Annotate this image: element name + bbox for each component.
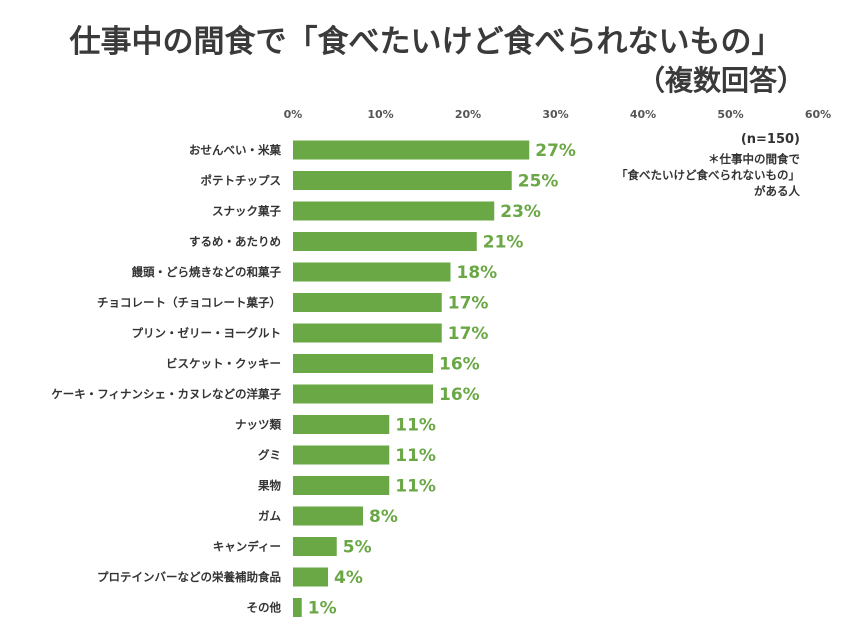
category-label: スナック菓子 (212, 204, 281, 218)
value-label: 1% (308, 599, 337, 619)
x-tick-label: 10% (367, 108, 393, 121)
category-labels: おせんべい・米菓ポテトチップススナック菓子するめ・あたりめ饅頭・どら焼きなどの和… (51, 143, 281, 615)
category-label: その他 (247, 601, 282, 615)
category-label: おせんべい・米菓 (189, 143, 281, 157)
category-label: 果物 (257, 479, 281, 493)
value-label: 5% (343, 538, 372, 558)
bar (293, 445, 390, 465)
bar (293, 323, 442, 343)
x-tick-label: 60% (805, 108, 831, 121)
value-label: 4% (334, 568, 363, 588)
x-tick-label: 20% (455, 108, 481, 121)
annotation-line: がある人 (754, 184, 800, 198)
bar (293, 506, 363, 526)
value-label: 21% (483, 233, 524, 253)
bar (293, 537, 337, 556)
bar (293, 384, 433, 404)
sample-size: (n=150) (741, 132, 800, 147)
value-label: 11% (395, 416, 436, 436)
x-tick-label: 40% (630, 108, 656, 121)
sample-annotation: (n=150) ＊仕事中の間食で「食べたいけど食べられないもの」がある人 (616, 132, 800, 198)
bar (293, 171, 512, 190)
bar (293, 201, 495, 221)
bars (293, 140, 530, 617)
value-label: 11% (395, 477, 436, 497)
value-label: 16% (439, 385, 480, 405)
value-label: 17% (448, 294, 489, 314)
category-label: 饅頭・どら焼きなどの和菓子 (132, 265, 282, 279)
category-label: グミ (258, 448, 281, 462)
chart-subtitle: （複数回答） (637, 64, 805, 97)
x-tick-label: 0% (284, 108, 303, 121)
value-label: 8% (369, 507, 398, 527)
annotation-line: ＊仕事中の間食で (708, 152, 800, 166)
category-label: チョコレート（チョコレート菓子） (97, 296, 281, 310)
bar (293, 598, 302, 617)
bar (293, 415, 390, 434)
bar (293, 567, 328, 587)
bar (293, 354, 433, 373)
category-label: するめ・あたりめ (189, 235, 281, 249)
value-label: 25% (518, 172, 559, 192)
category-label: ポテトチップス (201, 174, 282, 188)
category-label: ケーキ・フィナンシェ・カヌレなどの洋菓子 (51, 387, 281, 401)
value-label: 18% (457, 263, 498, 283)
bar (293, 476, 390, 495)
bar (293, 232, 477, 251)
category-label: プロテインバーなどの栄養補助食品 (97, 570, 281, 584)
category-label: ガム (258, 509, 281, 523)
bar (293, 293, 442, 312)
x-tick-label: 30% (542, 108, 568, 121)
annotation-line: 「食べたいけど食べられないもの」 (616, 168, 800, 182)
bar (293, 262, 451, 282)
value-label: 17% (448, 324, 489, 344)
value-label: 11% (395, 446, 436, 466)
value-labels: 27%25%23%21%18%17%17%16%16%11%11%11%8%5%… (308, 141, 576, 619)
x-axis-ticks: 0% 10% 20% 30% 40% 50% 60% (284, 108, 832, 121)
category-label: ナッツ類 (235, 418, 281, 432)
value-label: 23% (500, 202, 541, 222)
category-label: ビスケット・クッキー (166, 357, 281, 371)
chart-title: 仕事中の間食で「食べたいけど食べられないもの」 (70, 24, 783, 60)
value-label: 16% (439, 355, 480, 375)
category-label: プリン・ゼリー・ヨーグルト (132, 326, 282, 340)
x-tick-label: 50% (717, 108, 743, 121)
category-label: キャンディー (213, 540, 281, 554)
bar (293, 140, 530, 160)
value-label: 27% (535, 141, 576, 161)
